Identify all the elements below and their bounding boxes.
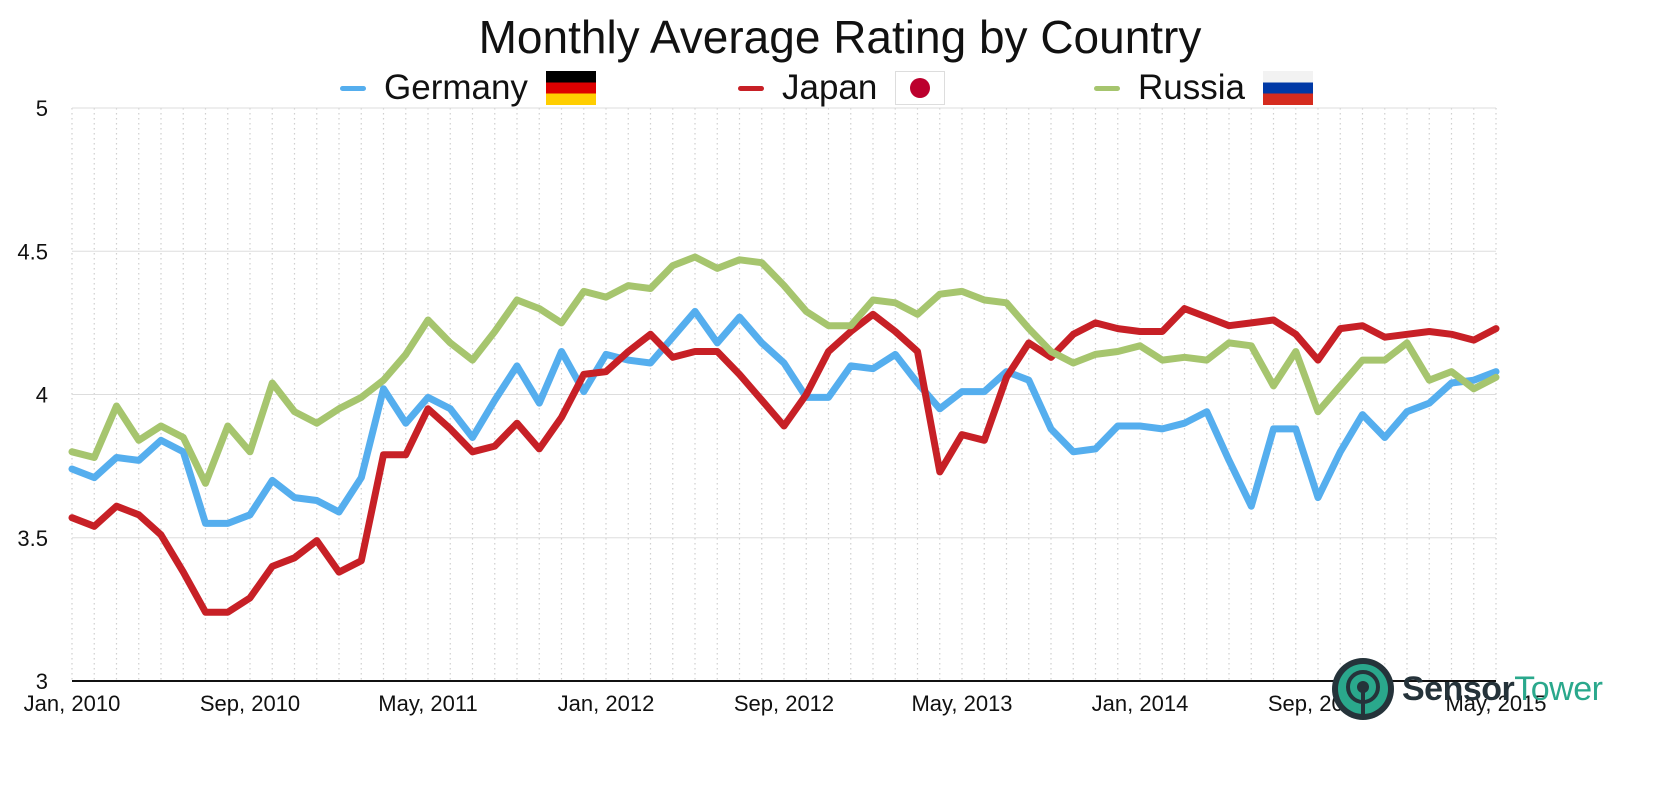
legend-item-japan[interactable]: Japan xyxy=(738,66,946,110)
series-line-russia xyxy=(68,253,1500,487)
x-tick-label: May, 2013 xyxy=(911,691,1012,716)
russia-flag-icon xyxy=(1262,71,1313,105)
brand-name-light: Tower xyxy=(1514,669,1603,708)
germany-flag-icon xyxy=(545,71,596,105)
legend-item-germany[interactable]: Germany xyxy=(340,66,596,110)
y-tick-label: 3 xyxy=(36,669,48,694)
y-tick-label: 5 xyxy=(36,96,48,121)
legend-label-russia: Russia xyxy=(1138,68,1245,107)
x-tick-label: Sep, 2010 xyxy=(200,691,300,716)
chart-title: Monthly Average Rating by Country xyxy=(478,11,1202,63)
sensortower-watermark: SensorTower xyxy=(1330,654,1603,724)
grid xyxy=(71,107,1497,681)
brand-name-bold: Sensor xyxy=(1402,669,1515,708)
legend-label-germany: Germany xyxy=(384,68,528,107)
sensortower-wordmark: SensorTower xyxy=(1402,669,1603,709)
axes: 3 3.5 4 4.5 5 Jan, 2010 Sep, 2010 May, 2011 Jan,… xyxy=(17,96,1546,716)
legend-item-russia[interactable]: Russia xyxy=(1094,66,1313,110)
y-tick-label: 3.5 xyxy=(17,526,48,551)
x-tick-label: May, 2015 xyxy=(1445,691,1546,716)
y-tick-label: 4.5 xyxy=(17,239,48,264)
y-tick-label: 4 xyxy=(36,383,48,408)
series-line-germany xyxy=(68,307,1500,527)
x-tick-label: Jan, 2012 xyxy=(558,691,655,716)
x-tick-label: Jan, 2010 xyxy=(24,691,121,716)
series-lines xyxy=(68,253,1500,616)
legend-swatch-germany xyxy=(340,85,366,91)
x-tick-label: Jan, 2014 xyxy=(1092,691,1189,716)
japan-flag-icon xyxy=(895,71,946,105)
x-tick-label: May, 2011 xyxy=(378,691,477,716)
legend-label-japan: Japan xyxy=(782,68,878,107)
series-line-japan xyxy=(68,305,1500,616)
legend-swatch-russia xyxy=(1094,85,1120,91)
x-tick-label: Sep, 2012 xyxy=(734,691,834,716)
sensortower-logo-icon xyxy=(1332,658,1394,720)
legend-swatch-japan xyxy=(738,85,764,91)
